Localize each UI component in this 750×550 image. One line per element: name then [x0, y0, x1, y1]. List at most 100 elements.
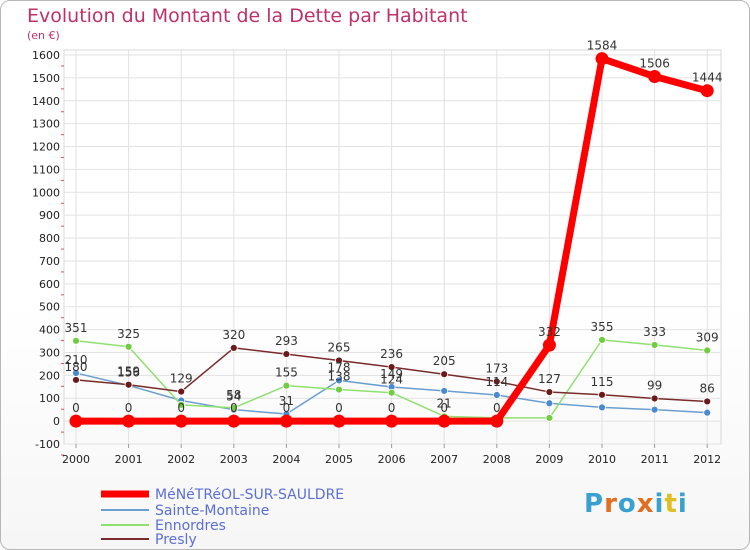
- legend-label: Sainte-Montaine: [155, 503, 269, 519]
- data-label: 1584: [587, 39, 618, 53]
- data-point: [124, 342, 133, 351]
- data-label: 127: [538, 372, 561, 386]
- data-point: [700, 84, 714, 98]
- data-label: 58: [226, 388, 241, 402]
- x-tick-label: 2008: [483, 453, 511, 466]
- data-point: [650, 394, 659, 403]
- data-label: 124: [380, 373, 403, 387]
- data-label: 325: [117, 327, 140, 341]
- x-tick-label: 2009: [535, 453, 563, 466]
- data-label: 293: [275, 334, 298, 348]
- y-tick-label: 100: [39, 392, 60, 405]
- y-tick-label: 800: [39, 232, 60, 245]
- x-tick-label: 2006: [378, 453, 406, 466]
- data-point: [282, 350, 291, 358]
- data-label: 0: [493, 401, 501, 415]
- data-label: 1444: [692, 71, 723, 85]
- y-tick-label: -100: [35, 438, 60, 451]
- data-label: 0: [283, 401, 291, 415]
- data-point: [542, 338, 556, 352]
- data-label: 0: [335, 401, 343, 415]
- proxiti-logo: Proxiti: [584, 489, 688, 519]
- data-point: [598, 403, 606, 412]
- logo-letter: i: [654, 489, 665, 519]
- data-point: [595, 52, 609, 66]
- y-tick-label: 200: [39, 369, 60, 382]
- data-point: [177, 387, 186, 396]
- logo-letter: r: [604, 489, 618, 519]
- data-label: 0: [125, 401, 133, 415]
- label-layer: 0 0 0 0 0 0 0 0 0 332 1584 1506 1444 210 156 54 31 178 149…: [65, 39, 723, 415]
- data-label: 129: [170, 372, 193, 386]
- data-label: 236: [380, 347, 403, 361]
- data-label: 173: [485, 362, 508, 376]
- data-label: 115: [591, 375, 614, 389]
- data-point: [545, 388, 554, 396]
- y-tick-label: 900: [39, 209, 60, 222]
- data-label: 99: [647, 378, 662, 392]
- data-point: [440, 370, 449, 379]
- chart-subtitle: (en €): [27, 29, 60, 42]
- data-label: 210: [65, 353, 88, 367]
- logo-letter: o: [617, 489, 637, 519]
- x-tick-label: 2007: [430, 453, 458, 466]
- data-label: 156: [117, 365, 140, 379]
- data-label: 54: [226, 390, 241, 404]
- data-point: [545, 414, 554, 422]
- y-tick-label: 1600: [32, 49, 60, 62]
- data-label: 351: [65, 321, 88, 335]
- legend-label: Presly: [155, 532, 197, 548]
- data-point: [703, 397, 712, 406]
- data-label: 309: [696, 330, 719, 344]
- logo-letter: x: [636, 489, 655, 519]
- data-point: [492, 377, 501, 386]
- data-label: 149: [380, 367, 403, 381]
- data-label: 1506: [639, 57, 670, 71]
- logo-letter: P: [584, 489, 605, 519]
- data-point: [229, 343, 238, 352]
- x-tick-label: 2001: [115, 453, 143, 466]
- y-tick-label: 1200: [32, 141, 60, 154]
- y-tick-label: 1000: [32, 186, 60, 199]
- data-point: [282, 381, 291, 390]
- data-label: 205: [433, 354, 456, 368]
- x-tick-label: 2005: [325, 453, 353, 466]
- legend-label: MéNéTRéOL-SUR-SAULDRE: [155, 487, 344, 503]
- legend-label: Ennordres: [155, 518, 226, 534]
- data-label: 265: [328, 340, 351, 354]
- data-label: 31: [279, 394, 294, 408]
- data-point: [335, 385, 343, 394]
- data-point: [650, 341, 659, 349]
- data-label: 159: [117, 365, 140, 379]
- y-tick-label: 500: [39, 301, 60, 314]
- data-label: 86: [700, 381, 715, 395]
- data-point: [437, 414, 451, 428]
- data-point: [650, 405, 659, 414]
- data-point: [703, 408, 712, 417]
- data-label: 0: [72, 401, 80, 415]
- axis-layer: -100010020030040050060070080090010001100…: [32, 49, 721, 466]
- chart-title: Evolution du Montant de la Dette par Hab…: [27, 5, 468, 27]
- x-tick-label: 2011: [641, 453, 669, 466]
- data-point: [598, 335, 606, 344]
- data-point: [703, 346, 712, 355]
- data-label: 114: [485, 375, 508, 389]
- data-label: 178: [328, 360, 351, 374]
- data-point: [335, 376, 343, 385]
- data-point: [227, 414, 241, 428]
- data-point: [69, 414, 83, 428]
- x-tick-label: 2004: [272, 453, 300, 466]
- data-point: [177, 400, 186, 409]
- data-label: 332: [538, 325, 561, 339]
- data-label: 0: [177, 401, 185, 415]
- data-point: [229, 403, 238, 412]
- grid-layer: [63, 49, 722, 445]
- data-point: [545, 399, 554, 408]
- data-label: 0: [440, 401, 448, 415]
- data-label: 320: [222, 328, 245, 342]
- data-point: [385, 414, 399, 428]
- y-tick-label: 1100: [32, 163, 60, 176]
- data-label: 138: [328, 370, 351, 384]
- y-tick-label: 1500: [32, 72, 60, 85]
